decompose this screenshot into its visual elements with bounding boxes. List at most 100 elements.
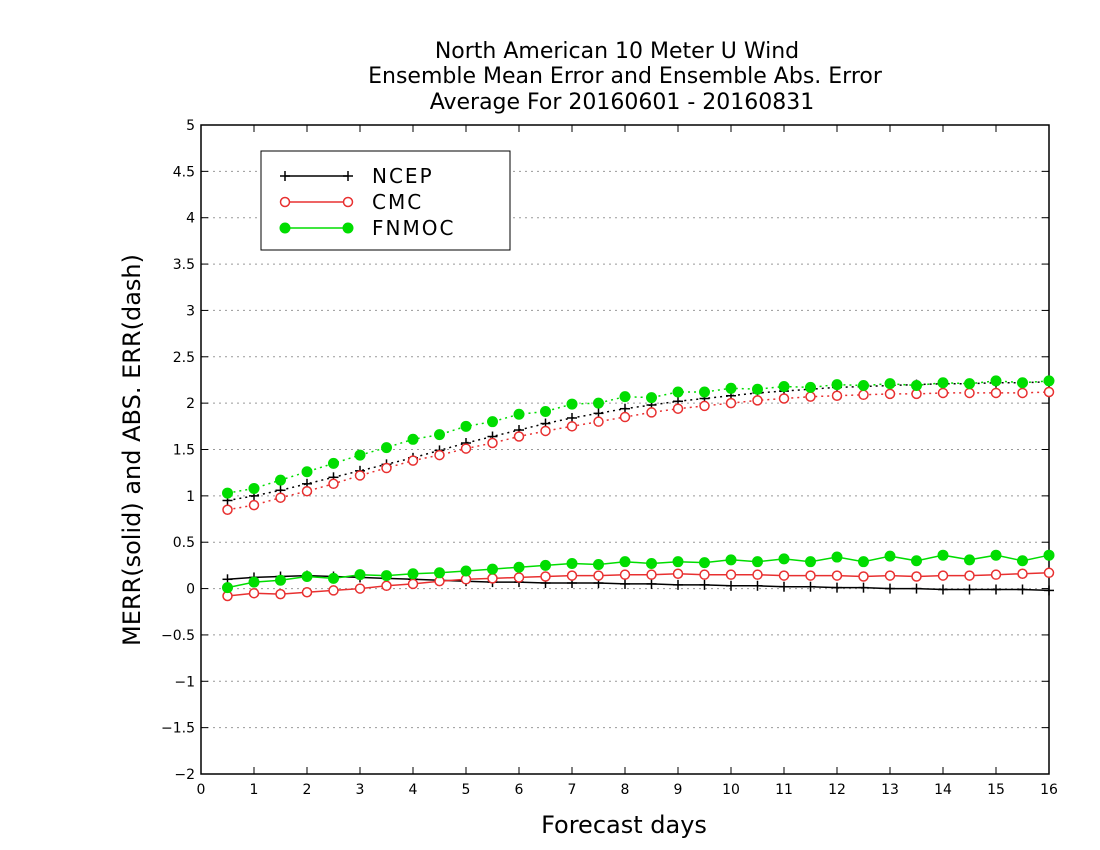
- x-axis-label: Forecast days: [541, 811, 707, 839]
- y-tick-label: 3: [186, 303, 195, 319]
- cmc-merr-series: [222, 567, 1055, 602]
- cmc-merr-point: [725, 569, 737, 580]
- y-tick-label: 0: [186, 582, 195, 598]
- x-tick-label: 0: [197, 782, 206, 798]
- ncep-merr-point: [832, 582, 842, 593]
- cmc-abs-err-point: [805, 391, 816, 402]
- fnmoc-merr-point: [911, 555, 922, 567]
- fnmoc-merr-point: [752, 556, 763, 568]
- ncep-merr-point: [620, 578, 630, 589]
- fnmoc-merr-point: [248, 576, 260, 588]
- cmc-abs-err-point: [778, 393, 790, 404]
- fnmoc-merr-point: [805, 556, 816, 568]
- y-tick-label: −1.5: [161, 721, 195, 737]
- fnmoc-merr-point: [990, 549, 1002, 561]
- fnmoc-abs-err-point: [858, 380, 869, 392]
- fnmoc-merr-point: [884, 550, 896, 562]
- fnmoc-abs-err-line: [227, 380, 1050, 494]
- cmc-abs-err-point: [672, 403, 684, 414]
- fnmoc-abs-err-point: [619, 391, 631, 403]
- ncep-merr-point: [991, 584, 1001, 595]
- fnmoc-merr-point: [328, 572, 339, 584]
- legend-box: [260, 150, 511, 251]
- ncep-merr-point: [938, 584, 948, 595]
- x-tick-label: 15: [987, 782, 1005, 798]
- fnmoc-abs-err-point: [407, 433, 419, 445]
- x-tick-label: 1: [250, 782, 259, 798]
- cmc-merr-point: [646, 569, 657, 580]
- cmc-merr-point: [699, 569, 710, 580]
- ncep-merr-point: [752, 580, 763, 591]
- fnmoc-abs-err-point: [593, 397, 604, 409]
- cmc-abs-err-point: [646, 407, 657, 418]
- fnmoc-merr-point: [407, 568, 419, 580]
- cmc-merr-point: [487, 573, 498, 584]
- cmc-abs-err-point: [752, 395, 763, 406]
- fnmoc-abs-err-point: [831, 379, 843, 391]
- cmc-abs-err-point: [619, 411, 631, 423]
- y-axis-label: MERR(solid) and ABS. ERR(dash): [118, 254, 146, 646]
- fnmoc-abs-err-point: [911, 380, 922, 392]
- x-tick-label: 14: [934, 782, 952, 798]
- title-line-3: Average For 20160601 - 20160831: [430, 90, 815, 115]
- y-tick-label: 2: [186, 396, 195, 412]
- cmc-abs-err-line: [227, 391, 1050, 511]
- fnmoc-merr-point: [1017, 555, 1028, 567]
- series-layer: [222, 375, 1055, 602]
- cmc-abs-err-point: [937, 387, 949, 399]
- cmc-abs-err-point: [725, 397, 737, 409]
- fnmoc-abs-err-point: [354, 449, 366, 461]
- y-tick-label: 2.5: [173, 350, 195, 366]
- ncep-merr-line: [227, 574, 1050, 592]
- fnmoc-merr-point: [354, 569, 366, 581]
- x-tick-label: 4: [409, 782, 418, 798]
- cmc-merr-point: [911, 571, 922, 582]
- gridlines: [201, 170, 1049, 729]
- legend-marker-fnmoc: [279, 222, 291, 234]
- ncep-abs-err-series: [222, 376, 1054, 506]
- y-tick-label: 5: [186, 118, 195, 134]
- fnmoc-abs-err-point: [513, 408, 525, 420]
- cmc-abs-err-point: [248, 499, 260, 511]
- y-tick-label: 4.5: [173, 164, 195, 180]
- cmc-abs-err-series: [222, 386, 1055, 516]
- cmc-abs-err-point: [540, 425, 551, 437]
- cmc-abs-err-point: [513, 431, 525, 442]
- fnmoc-merr-point: [301, 571, 313, 583]
- ncep-merr-point: [885, 583, 895, 594]
- fnmoc-merr-point: [646, 558, 657, 570]
- fnmoc-merr-point: [672, 556, 684, 568]
- cmc-merr-point: [778, 570, 790, 581]
- x-tick-label: 12: [828, 782, 846, 798]
- cmc-abs-err-point: [460, 443, 472, 454]
- fnmoc-abs-err-point: [725, 382, 737, 394]
- cmc-abs-err-point: [301, 485, 313, 497]
- cmc-abs-err-point: [407, 455, 419, 466]
- ncep-abs-err-line: [227, 381, 1050, 502]
- cmc-merr-point: [884, 570, 896, 581]
- cmc-abs-err-point: [990, 387, 1002, 399]
- fnmoc-abs-err-series: [222, 375, 1055, 499]
- ncep-merr-point: [1017, 584, 1028, 595]
- x-tick-label: 8: [621, 782, 630, 798]
- cmc-merr-point: [964, 570, 975, 581]
- cmc-abs-err-point: [964, 387, 975, 399]
- fnmoc-merr-point: [858, 556, 869, 568]
- legend-marker-cmc: [342, 196, 354, 208]
- cmc-merr-point: [805, 570, 816, 581]
- cmc-abs-err-point: [222, 504, 233, 516]
- cmc-abs-err-point: [884, 388, 896, 400]
- cmc-abs-err-point: [354, 470, 366, 481]
- fnmoc-abs-err-point: [248, 482, 260, 494]
- x-tick-label: 7: [568, 782, 577, 798]
- fnmoc-merr-point: [699, 557, 710, 569]
- ncep-merr-point: [858, 582, 869, 593]
- ncep-merr-point: [779, 581, 789, 592]
- fnmoc-abs-err-point: [884, 378, 896, 390]
- cmc-merr-point: [1017, 568, 1028, 579]
- cmc-merr-point: [831, 570, 843, 581]
- fnmoc-abs-err-point: [990, 375, 1002, 387]
- cmc-merr-point: [593, 570, 604, 581]
- ncep-merr-point: [964, 584, 975, 595]
